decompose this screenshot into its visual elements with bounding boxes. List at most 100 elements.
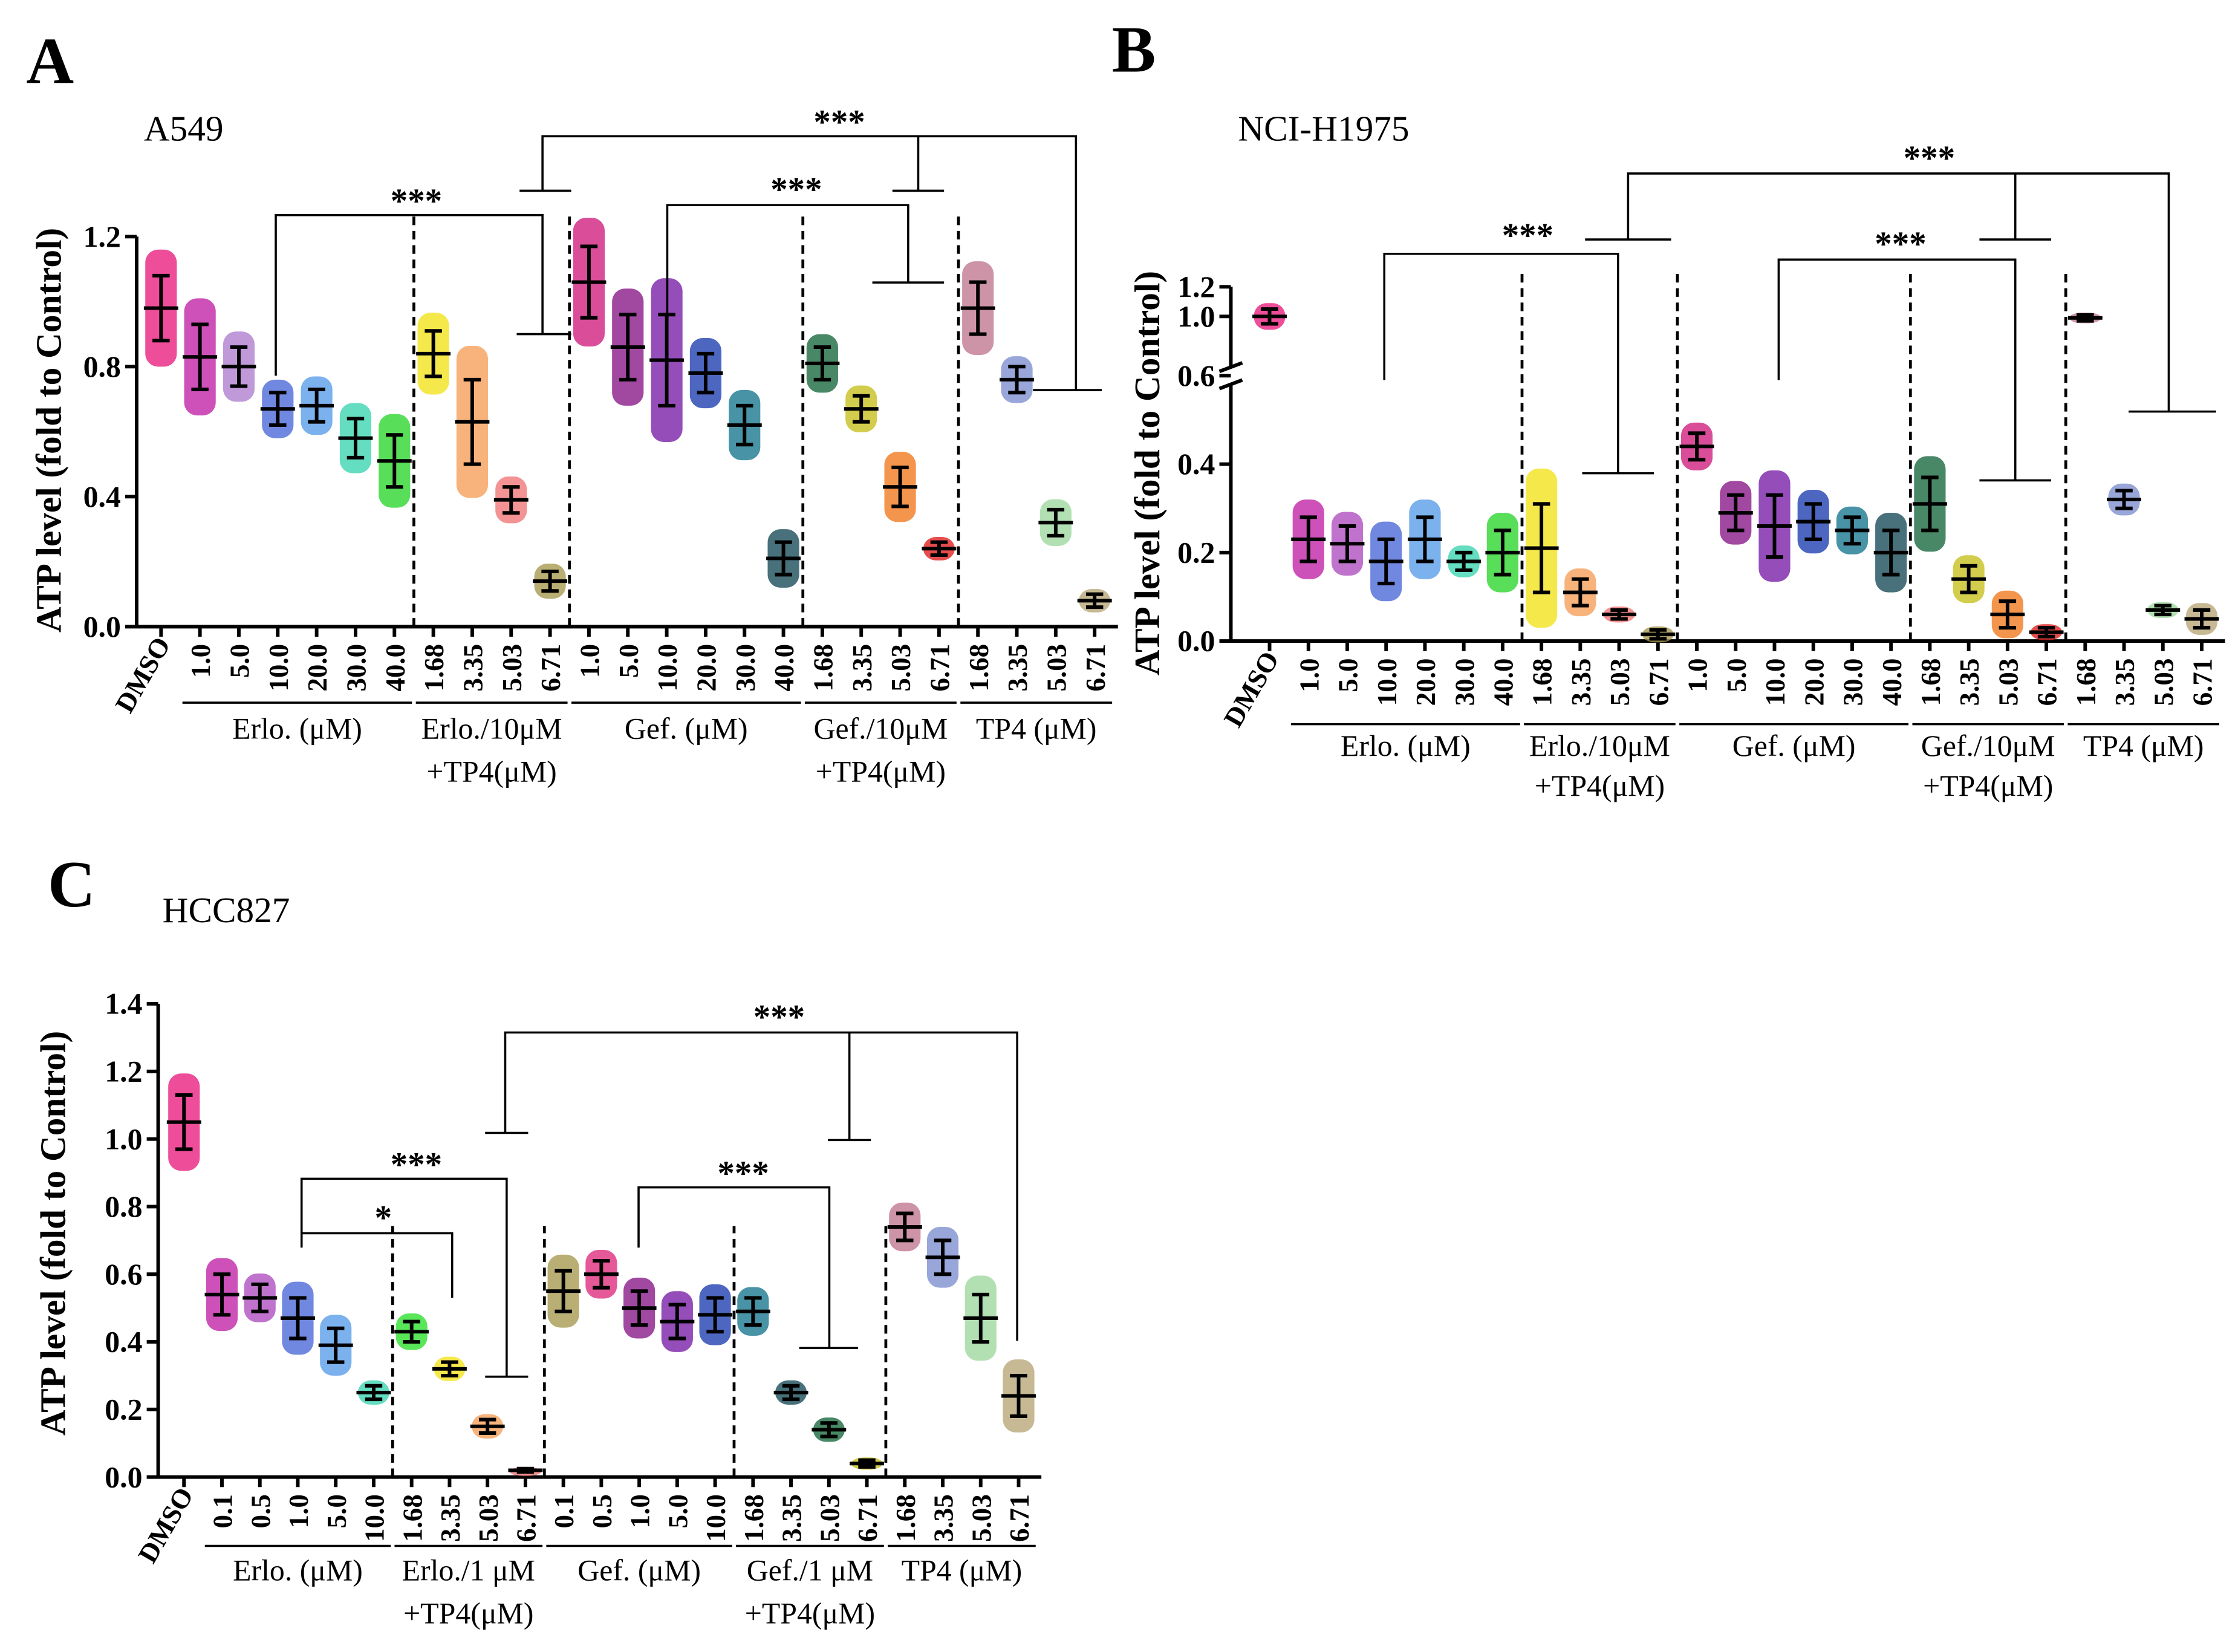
significance-bracket [666, 204, 909, 376]
x-tick-label: 5.0 [225, 644, 255, 678]
y-tick-label: 1.4 [105, 987, 142, 1021]
group-label: TP4 (μM) [976, 712, 1097, 745]
x-tick-label: 5.03 [2149, 659, 2179, 706]
x-tick-label: 0.1 [549, 1494, 579, 1528]
x-tick-label: 1.0 [186, 644, 216, 678]
significance-label: *** [1502, 216, 1553, 255]
significance-bracket [1777, 258, 2017, 481]
x-tick-label: 6.71 [2032, 659, 2063, 706]
significance-bracket [637, 1186, 831, 1348]
x-tick-label: 5.0 [1722, 659, 1752, 692]
significance-bracket [541, 135, 1078, 391]
x-tick-label: 20.0 [302, 644, 333, 692]
panel-letter: C [48, 848, 96, 921]
x-tick-label: 10.0 [1760, 659, 1791, 706]
x-tick-label: 5.03 [473, 1494, 504, 1542]
group-label: Gef./10μM [1921, 729, 2055, 763]
x-tick-label: 6.71 [853, 1494, 883, 1542]
axis-break [1218, 361, 1243, 374]
x-tick-label: 3.35 [458, 644, 489, 692]
x-tick-label: 10.0 [701, 1494, 731, 1542]
y-tick-label: 0.2 [1177, 536, 1215, 569]
group-label: +TP4(μM) [1535, 769, 1665, 802]
y-tick-label: 1.2 [83, 220, 121, 253]
significance-bracket [275, 213, 544, 376]
x-tick-label: 1.0 [284, 1494, 314, 1528]
x-tick-label: 20.0 [1411, 659, 1441, 706]
group-label: TP4 (μM) [902, 1553, 1023, 1587]
x-tick-label: 5.0 [614, 644, 644, 678]
y-tick-label: 1.0 [1177, 300, 1215, 333]
x-tick-label: 1.0 [625, 1494, 655, 1528]
x-tick-label: DMSO [132, 1482, 200, 1568]
y-tick-label: 1.0 [105, 1122, 142, 1156]
group-label: Gef./10μM [814, 712, 948, 745]
significance-label: *** [753, 998, 805, 1036]
y-tick-label: 0.0 [105, 1460, 142, 1494]
x-tick-label: 5.0 [1333, 659, 1364, 692]
x-tick-label: 20.0 [692, 644, 722, 692]
x-tick-label: 30.0 [730, 644, 761, 692]
y-tick-label: 0.8 [105, 1190, 142, 1223]
chart-title: A549 [144, 108, 224, 148]
x-tick-label: 1.68 [739, 1494, 769, 1542]
x-tick-label: 6.71 [1081, 644, 1111, 692]
chart-title: NCI-H1975 [1238, 108, 1409, 148]
x-tick-label: 0.1 [208, 1494, 238, 1528]
y-tick-label: 0.0 [1177, 625, 1215, 658]
group-label: Erlo./10μM [1529, 729, 1670, 763]
group-label: TP4 (μM) [2083, 729, 2204, 763]
significance-label: *** [813, 103, 865, 141]
x-tick-label: 5.03 [966, 1494, 997, 1542]
x-tick-label: 3.35 [1003, 644, 1033, 692]
significance-label: *** [717, 1154, 769, 1192]
group-label: Gef. (μM) [625, 712, 748, 745]
x-tick-label: 10.0 [360, 1494, 390, 1542]
x-tick-label: 1.68 [891, 1494, 921, 1542]
group-label: Erlo. (μM) [232, 712, 362, 745]
significance-label: *** [391, 1146, 442, 1184]
y-axis-label: ATP level (fold to Control) [1127, 271, 1167, 675]
x-tick-label: 5.03 [886, 644, 916, 692]
group-label: +TP4(μM) [745, 1597, 875, 1630]
x-tick-label: 40.0 [769, 644, 799, 692]
x-tick-label: 3.35 [1954, 659, 1985, 706]
x-tick-label: 1.0 [575, 644, 605, 678]
y-tick-label: 0.6 [105, 1258, 142, 1291]
group-label: Gef. (μM) [577, 1553, 701, 1587]
x-tick-label: 0.5 [246, 1494, 276, 1528]
x-tick-label: 3.35 [929, 1494, 959, 1542]
y-tick-label: 0.4 [1177, 447, 1215, 481]
x-tick-label: 3.35 [1566, 659, 1596, 706]
significance-label: *** [1904, 139, 1955, 177]
y-tick-label: 0.2 [105, 1393, 142, 1426]
x-tick-label: 5.03 [1993, 659, 2023, 706]
group-label: +TP4(μM) [1923, 769, 2053, 802]
panel-letter: A [26, 25, 74, 98]
group-label: Erlo./10μM [421, 712, 562, 745]
y-tick-label: 0.0 [83, 610, 121, 643]
x-tick-label: 5.03 [1605, 659, 1635, 706]
x-tick-label: 1.68 [2071, 659, 2101, 706]
x-tick-label: 3.35 [777, 1494, 807, 1542]
significance-label: *** [770, 171, 822, 209]
x-tick-label: 5.0 [663, 1494, 693, 1528]
significance-bracket [1383, 252, 1619, 473]
x-tick-label: 30.0 [1449, 659, 1480, 706]
x-tick-label: 40.0 [380, 644, 411, 692]
x-tick-label: 5.03 [815, 1494, 845, 1542]
x-tick-label: 1.68 [1916, 659, 1946, 706]
axis-break [1218, 378, 1243, 391]
significance-label: * [375, 1198, 392, 1237]
y-tick-label: 1.2 [1177, 270, 1215, 304]
x-tick-label: 3.35 [847, 644, 877, 692]
x-tick-label: 5.0 [322, 1494, 352, 1528]
significance-label: *** [391, 182, 442, 220]
x-tick-label: 1.0 [1683, 659, 1713, 692]
y-axis-label: ATP level (fold to Control) [33, 1031, 73, 1436]
group-label: Erlo. (μM) [1341, 729, 1471, 763]
x-tick-label: 3.35 [2110, 659, 2140, 706]
y-tick-label: 0.8 [83, 350, 121, 383]
x-tick-label: 6.71 [2188, 659, 2218, 706]
